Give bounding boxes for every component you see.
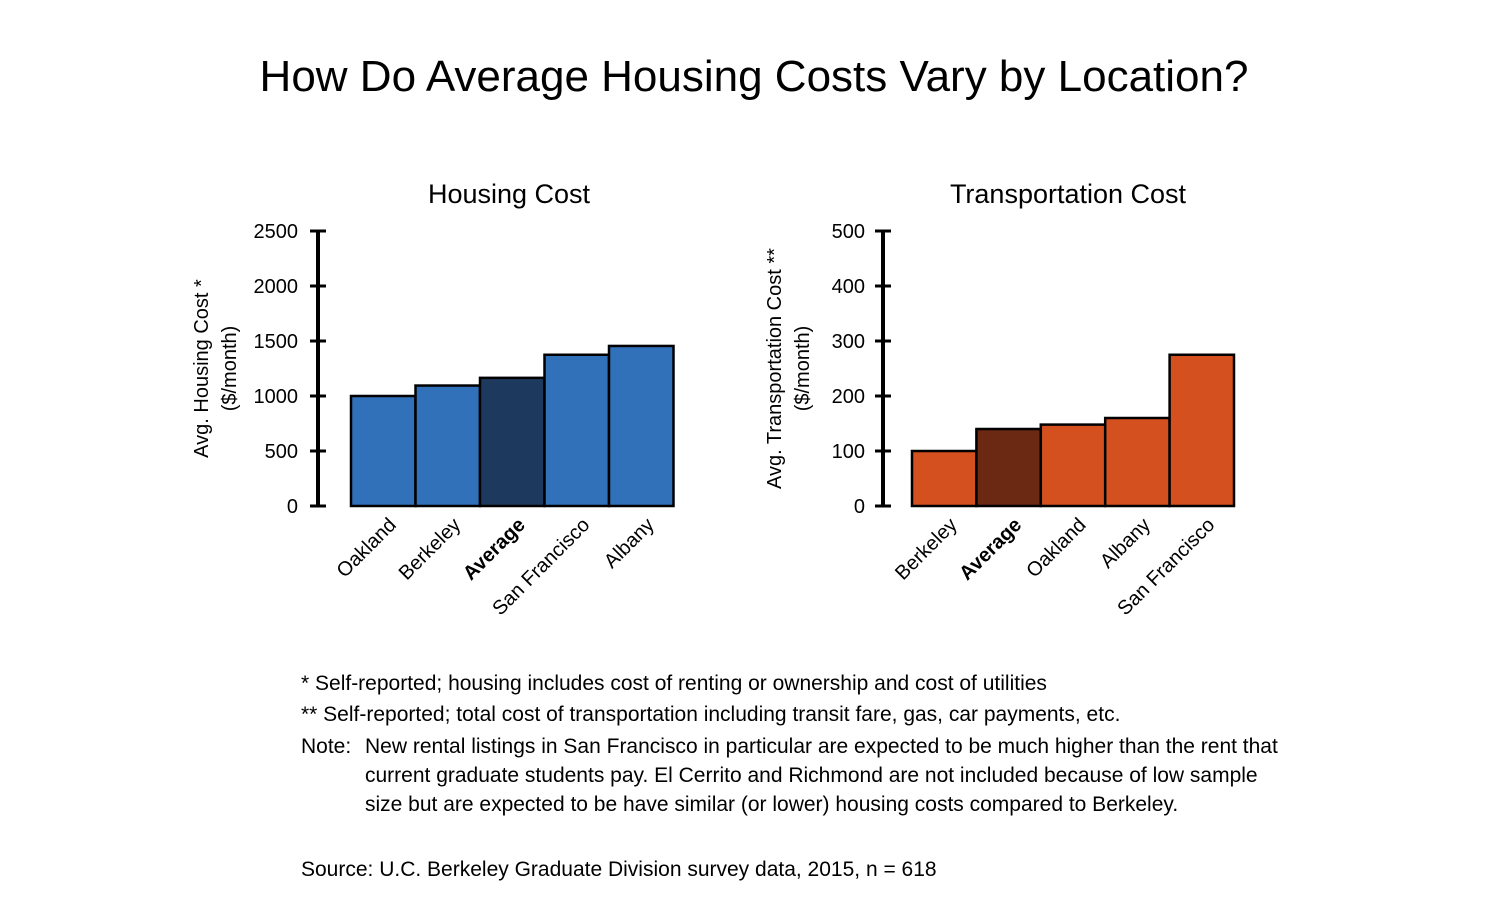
y-axis-label: Avg. Housing Cost * xyxy=(191,279,213,458)
bar-average xyxy=(975,427,1043,508)
footnote-housing: * Self-reported; housing includes cost o… xyxy=(301,672,1047,695)
y-axis-unit-label: ($/month) xyxy=(219,326,241,412)
y-tick-label: 200 xyxy=(832,386,865,408)
y-tick-label: 500 xyxy=(832,221,865,243)
y-tick-label: 100 xyxy=(832,441,865,463)
footnote-transportation: ** Self-reported; total cost of transpor… xyxy=(301,703,1121,726)
y-tick-label: 300 xyxy=(832,331,865,353)
bar-oakland xyxy=(1039,423,1107,508)
x-tick-label: Berkeley xyxy=(891,514,962,585)
note-text: New rental listings in San Francisco in … xyxy=(365,735,1278,816)
y-axis-unit-label: ($/month) xyxy=(792,326,814,412)
housing-cost-chart: Housing Cost Avg. Housing Cost * ($/month)… xyxy=(191,179,675,620)
y-tick-label: 500 xyxy=(265,441,298,463)
note-label: Note: xyxy=(301,735,352,758)
bar-san-francisco xyxy=(1168,353,1236,508)
note-block: Note: New rental listings in San Francis… xyxy=(301,732,1301,819)
bar-berkeley xyxy=(910,449,978,508)
y-tick-label: 400 xyxy=(832,276,865,298)
y-tick-label: 2000 xyxy=(254,276,299,298)
bar-oakland xyxy=(349,394,417,508)
x-tick-label: Berkeley xyxy=(395,514,466,585)
y-tick-label: 1000 xyxy=(254,386,299,408)
bar-albany xyxy=(1103,416,1171,508)
chart-title: Transportation Cost xyxy=(950,179,1187,209)
bar-average xyxy=(478,376,546,508)
bar-albany xyxy=(607,344,675,508)
x-tick-label: Average xyxy=(955,514,1026,585)
x-tick-label: Albany xyxy=(600,514,659,573)
chart-title: Housing Cost xyxy=(428,179,591,209)
y-tick-label: 0 xyxy=(287,496,298,518)
y-tick-label: 2500 xyxy=(254,221,299,243)
x-tick-label: Oakland xyxy=(333,514,401,582)
transportation-cost-chart: Transportation Cost Avg. Transportation C… xyxy=(764,179,1236,620)
bar-san-francisco xyxy=(543,353,611,508)
y-axis-label: Avg. Transportation Cost ** xyxy=(764,248,786,489)
source-note: Source: U.C. Berkeley Graduate Division … xyxy=(301,858,937,881)
x-tick-label: Oakland xyxy=(1022,514,1090,582)
page-title: How Do Average Housing Costs Vary by Loc… xyxy=(259,52,1249,101)
bar-berkeley xyxy=(414,384,482,508)
y-tick-label: 0 xyxy=(854,496,865,518)
x-tick-label: Albany xyxy=(1096,514,1155,573)
y-tick-label: 1500 xyxy=(254,331,299,353)
